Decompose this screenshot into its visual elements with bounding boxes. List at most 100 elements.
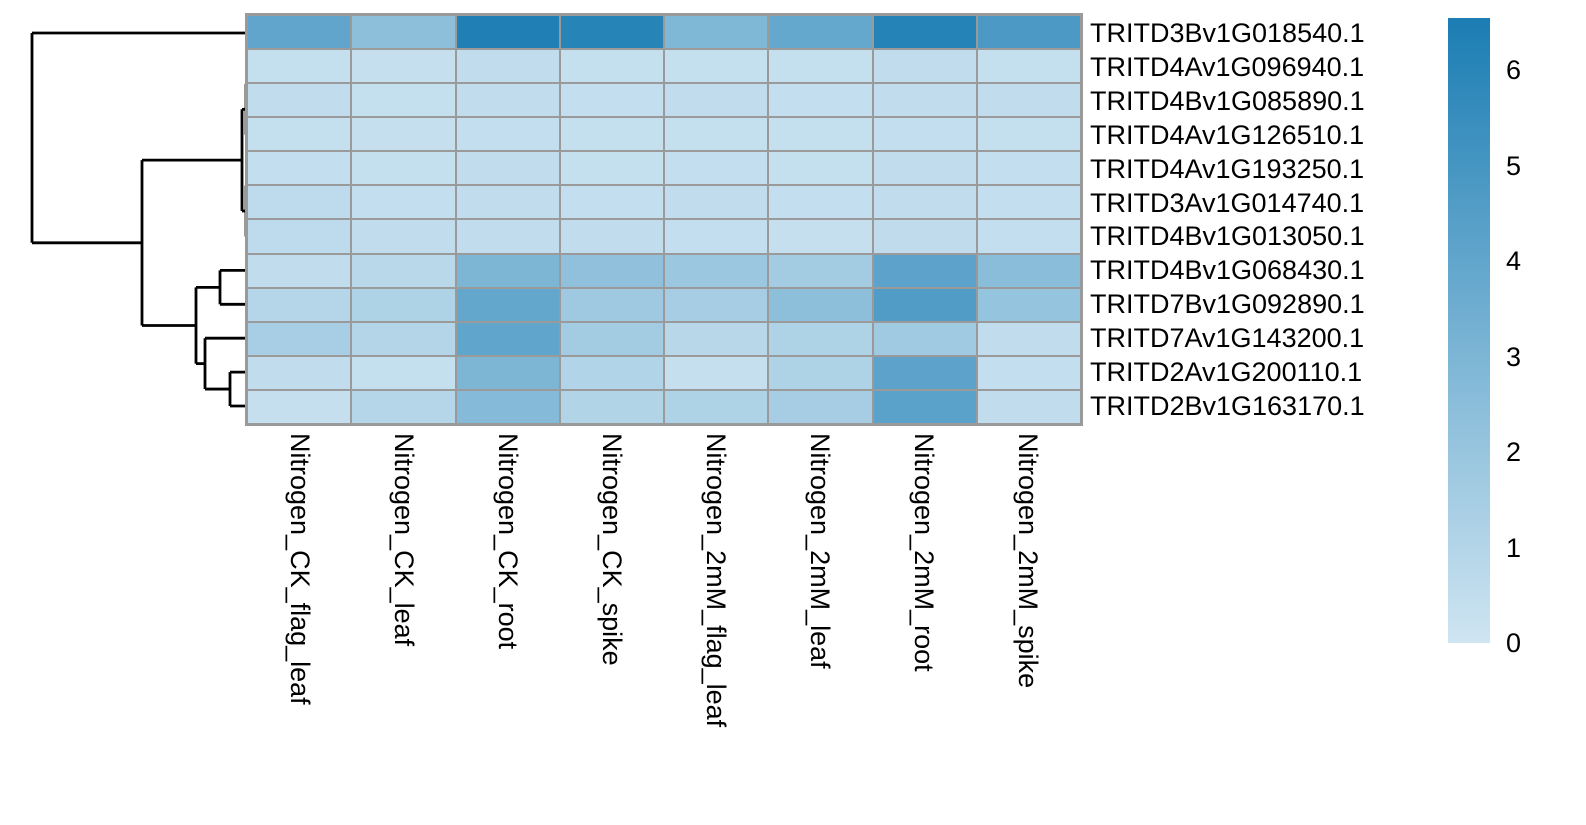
heatmap-cell: [456, 390, 559, 423]
heatmap-cell: [560, 50, 663, 83]
heatmap-cell: [665, 152, 768, 185]
colorbar-tick-label: 5: [1506, 150, 1522, 181]
heatmap-cell: [769, 288, 872, 321]
heatmap-cell: [665, 356, 768, 389]
heatmap-cell: [769, 254, 872, 287]
colorbar-tick-label: 0: [1506, 628, 1522, 658]
heatmap-cell: [665, 220, 768, 253]
heatmap-cell: [456, 118, 559, 151]
heatmap-cell: [352, 50, 455, 83]
heatmap-cell: [248, 84, 351, 117]
row-label: TRITD4Av1G193250.1: [1090, 153, 1365, 184]
heatmap-cell: [352, 152, 455, 185]
heatmap-cell: [248, 152, 351, 185]
heatmap-cell: [977, 84, 1080, 117]
row-label: TRITD4Av1G126510.1: [1090, 119, 1365, 150]
heatmap-cell: [769, 356, 872, 389]
heatmap-cell: [977, 390, 1080, 423]
heatmap-cell: [560, 84, 663, 117]
heatmap-cell: [665, 254, 768, 287]
heatmap-grid: [248, 16, 1080, 423]
row-label: TRITD4Bv1G068430.1: [1090, 255, 1365, 286]
heatmap-cell: [352, 322, 455, 355]
heatmap-cell: [873, 84, 976, 117]
heatmap-cell: [248, 220, 351, 253]
heatmap-cell: [352, 220, 455, 253]
heatmap-cell: [352, 288, 455, 321]
heatmap-cell: [873, 50, 976, 83]
heatmap-cell: [873, 322, 976, 355]
heatmap-cell: [248, 50, 351, 83]
colorbar-tick-label: 6: [1506, 55, 1522, 86]
heatmap-cell: [560, 152, 663, 185]
row-label: TRITD2Bv1G163170.1: [1090, 391, 1365, 422]
heatmap-cell: [873, 356, 976, 389]
heatmap-cell: [560, 16, 663, 49]
heatmap-cell: [977, 118, 1080, 151]
heatmap-cell: [248, 254, 351, 287]
heatmap-cell: [248, 356, 351, 389]
heatmap-cell: [769, 152, 872, 185]
heatmap-cell: [977, 322, 1080, 355]
row-label: TRITD2Av1G200110.1: [1090, 357, 1363, 388]
heatmap-cell: [456, 322, 559, 355]
heatmap-cell: [665, 186, 768, 219]
column-label: Nitrogen_2mM_flag_leaf: [701, 433, 731, 728]
heatmap-cell: [352, 390, 455, 423]
heatmap-cell: [873, 390, 976, 423]
column-label: Nitrogen_2mM_spike: [1013, 433, 1043, 689]
heatmap-cell: [873, 220, 976, 253]
heatmap-cell: [560, 322, 663, 355]
heatmap-cell: [456, 16, 559, 49]
heatmap-cell: [769, 16, 872, 49]
heatmap-cell: [560, 254, 663, 287]
heatmap-cell: [769, 118, 872, 151]
heatmap-cell: [977, 356, 1080, 389]
column-label: Nitrogen_CK_leaf: [389, 433, 419, 647]
row-dendrogram: [30, 31, 250, 408]
heatmap-cell: [352, 356, 455, 389]
column-label: Nitrogen_CK_spike: [597, 433, 627, 666]
heatmap-cell: [665, 118, 768, 151]
heatmap-cell: [352, 254, 455, 287]
column-label: Nitrogen_CK_flag_leaf: [285, 433, 315, 705]
heatmap-cell: [977, 288, 1080, 321]
heatmap-cell: [352, 118, 455, 151]
row-label: TRITD3Av1G014740.1: [1090, 187, 1365, 218]
heatmap-cell: [560, 220, 663, 253]
heatmap-cell: [873, 152, 976, 185]
heatmap-cell: [977, 152, 1080, 185]
heatmap-cell: [665, 390, 768, 423]
heatmap-cell: [977, 186, 1080, 219]
heatmap-border: [245, 13, 1083, 426]
heatmap-cell: [977, 220, 1080, 253]
heatmap-cell: [248, 16, 351, 49]
row-label: TRITD7Av1G143200.1: [1090, 323, 1365, 354]
column-label: Nitrogen_2mM_leaf: [805, 433, 835, 669]
colorbar-tick-label: 4: [1506, 246, 1522, 277]
heatmap-cell: [248, 186, 351, 219]
heatmap-cell: [560, 288, 663, 321]
colorbar-tick-label: 1: [1506, 532, 1522, 563]
heatmap-cell: [665, 322, 768, 355]
row-label: TRITD4Av1G096940.1: [1090, 51, 1365, 82]
heatmap-cell: [769, 50, 872, 83]
heatmap-cell: [560, 186, 663, 219]
heatmap-cell: [769, 322, 872, 355]
heatmap-cell: [456, 254, 559, 287]
heatmap-cell: [456, 186, 559, 219]
heatmap-cell: [665, 288, 768, 321]
heatmap-cell: [769, 220, 872, 253]
column-label: Nitrogen_CK_root: [493, 433, 523, 650]
row-label: TRITD4Bv1G013050.1: [1090, 221, 1365, 252]
heatmap-cell: [873, 16, 976, 49]
heatmap-cell: [873, 118, 976, 151]
row-label: TRITD7Bv1G092890.1: [1090, 289, 1365, 320]
colorbar-tick-label: 2: [1506, 437, 1522, 468]
row-label: TRITD3Bv1G018540.1: [1090, 17, 1365, 48]
heatmap-cell: [248, 288, 351, 321]
heatmap-cell: [248, 118, 351, 151]
column-label: Nitrogen_2mM_root: [909, 433, 939, 672]
heatmap-cell: [873, 186, 976, 219]
colorbar-gradient: [1448, 18, 1490, 643]
